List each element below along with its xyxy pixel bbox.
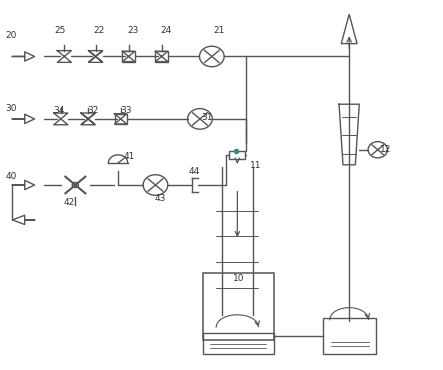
Bar bbox=[155, 51, 168, 62]
Bar bbox=[115, 114, 127, 124]
Text: 30: 30 bbox=[5, 104, 17, 114]
Polygon shape bbox=[81, 113, 95, 125]
Text: 22: 22 bbox=[93, 26, 105, 34]
Text: 24: 24 bbox=[160, 26, 171, 34]
Text: 32: 32 bbox=[87, 106, 98, 115]
Bar bbox=[323, 318, 377, 354]
Text: 11: 11 bbox=[250, 161, 261, 171]
Text: 44: 44 bbox=[188, 167, 199, 176]
Bar bbox=[202, 333, 274, 354]
Polygon shape bbox=[89, 51, 103, 63]
Text: 42: 42 bbox=[63, 198, 74, 207]
Text: 12: 12 bbox=[380, 145, 391, 154]
Polygon shape bbox=[89, 51, 103, 63]
Text: 25: 25 bbox=[54, 26, 66, 34]
Text: 20: 20 bbox=[5, 31, 17, 40]
Bar bbox=[202, 273, 274, 340]
Text: 33: 33 bbox=[120, 106, 132, 115]
Polygon shape bbox=[81, 113, 95, 125]
Text: 21: 21 bbox=[214, 26, 225, 34]
Text: 23: 23 bbox=[128, 26, 139, 34]
Text: 10: 10 bbox=[233, 274, 245, 283]
Text: 40: 40 bbox=[5, 172, 17, 181]
Text: 41: 41 bbox=[123, 152, 135, 161]
Text: 34: 34 bbox=[53, 106, 64, 115]
Bar bbox=[229, 151, 245, 159]
Text: 31: 31 bbox=[202, 112, 213, 122]
Text: 43: 43 bbox=[154, 195, 166, 204]
Bar bbox=[122, 51, 135, 62]
